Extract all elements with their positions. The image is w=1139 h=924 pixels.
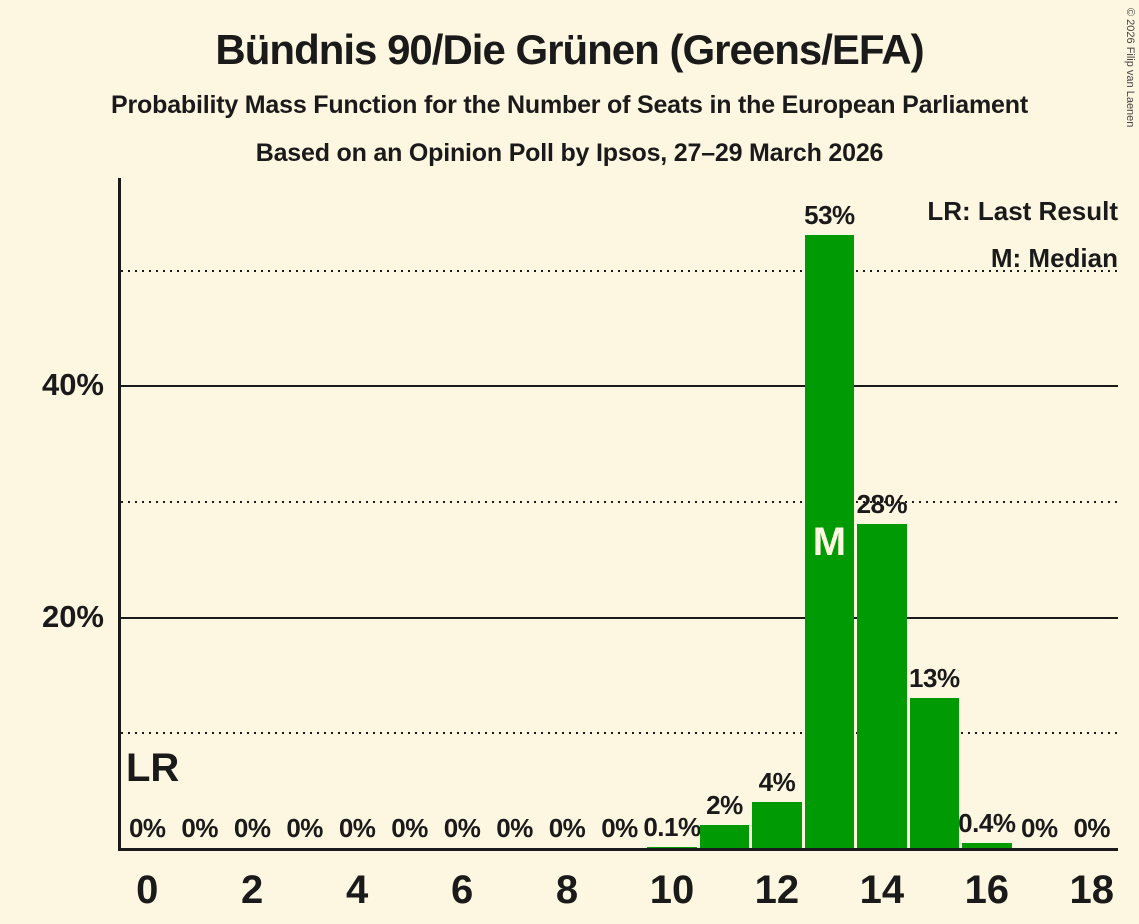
bar-seat-12 [752,801,802,848]
bar-seat-11 [699,824,750,848]
y-tick-40%: 40% [41,367,104,403]
y-tick-20%: 20% [41,598,104,634]
copyright-notice: © 2026 Filip van Laenen [1124,8,1136,128]
gridline-dotted-10 [121,732,1118,735]
x-tick-2: 2 [241,868,264,912]
bar-value-label-seat-18: 0% [1073,813,1111,843]
chart-title: Bündnis 90/Die Grünen (Greens/EFA) [215,26,924,73]
x-tick-16: 16 [964,868,1010,912]
bar-value-label-seat-9: 0% [601,813,638,843]
bar-value-label-seat-0: 0% [128,813,166,843]
bar-value-label-seat-14: 28% [856,489,908,520]
bar-value-label-seat-10: 0.1% [643,811,701,842]
gridline-solid-20 [121,616,1118,619]
gridline-dotted-50 [121,269,1118,272]
bar-value-label-seat-3: 0% [286,813,323,843]
bar-value-label-seat-13: 53% [804,200,855,231]
legend-last-result: LR: Last Result [927,196,1118,226]
x-tick-8: 8 [555,868,579,912]
chart-subtitle-line2: Based on an Opinion Poll by Ipsos, 27–29… [255,139,884,167]
x-tick-18: 18 [1069,868,1115,912]
gridline-solid-40 [121,385,1118,388]
bar-value-label-seat-12: 4% [758,766,796,797]
gridline-dotted-30 [121,501,1118,504]
x-tick-4: 4 [346,868,369,912]
bar-value-label-seat-15: 13% [909,662,960,693]
bar-value-label-seat-7: 0% [496,813,533,843]
x-axis-labels: 0 2 4 6 8 10 12 14 16 18 [121,866,1118,914]
median-marker: M [812,519,847,564]
bar-value-label-seat-8: 0% [548,813,586,843]
bar-seat-15 [909,697,960,848]
bar-value-label-seat-6: 0% [443,813,481,843]
bar-value-label-seat-4: 0% [338,813,376,843]
chart-legend: LR: Last Result M: Median [927,188,1118,282]
bar-value-label-seat-17: 0% [1020,813,1058,843]
bar-value-label-seat-11: 2% [706,789,743,820]
bar-value-label-seat-2: 0% [233,813,271,843]
chart-subtitle-line1: Probability Mass Function for the Number… [111,91,1028,119]
bar-seat-14 [857,524,907,848]
x-tick-10: 10 [649,868,695,912]
x-tick-6: 6 [450,868,474,912]
x-tick-12: 12 [754,868,800,912]
x-tick-14: 14 [859,868,905,912]
x-tick-0: 0 [136,868,159,912]
bar-seat-13 [804,235,855,848]
bar-value-label-seat-1: 0% [181,813,218,843]
bar-seat-16 [962,843,1012,848]
bar-seat-10 [647,846,697,848]
bar-value-label-seat-16: 0.4% [958,808,1016,839]
bar-value-label-seat-5: 0% [391,813,428,843]
last-result-annotation: LR [126,746,180,790]
legend-median: M: Median [990,243,1118,273]
plot-area: 0% 0% 0% 0% 0% 0% 0% 0% 0% 0% 0.1% 2% 4% 53% M 28% 13% 0.… [118,178,1118,851]
